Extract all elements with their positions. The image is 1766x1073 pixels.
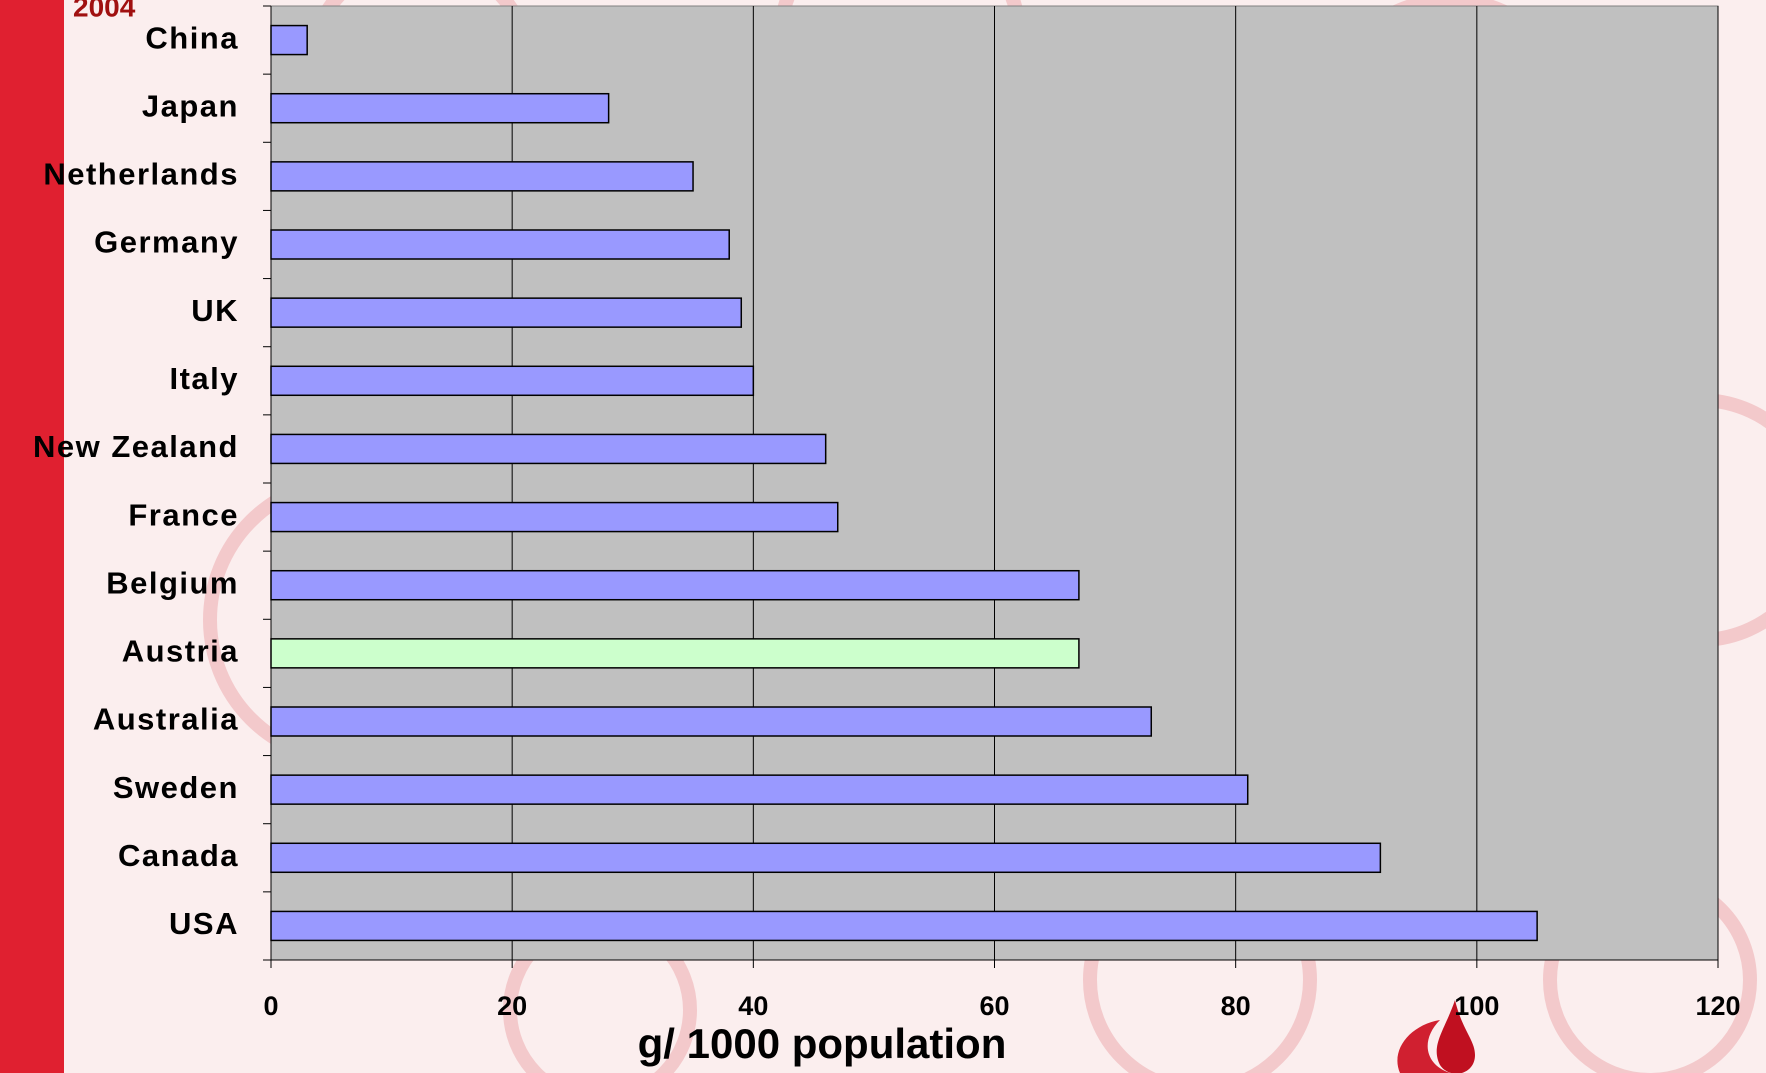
y-tick-label: Sweden xyxy=(113,770,239,805)
y-tick-label: Netherlands xyxy=(43,157,239,192)
chart-title: 2004 xyxy=(73,0,136,22)
y-tick-label: New Zealand xyxy=(33,429,239,464)
bar xyxy=(270,297,743,328)
y-tick-label: Belgium xyxy=(106,565,239,600)
x-tick-label: 60 xyxy=(979,991,1009,1021)
y-tick-label: Japan xyxy=(142,88,239,123)
y-tick-label: China xyxy=(145,20,239,55)
y-tick-label: Australia xyxy=(93,702,239,737)
x-tick-label: 0 xyxy=(263,991,278,1021)
bar xyxy=(270,24,308,56)
x-axis-label: g/ 1000 population xyxy=(638,1020,1007,1067)
y-tick-label: USA xyxy=(169,906,239,941)
logo xyxy=(1397,1020,1450,1073)
bar xyxy=(270,569,1080,601)
bar xyxy=(270,774,1249,805)
bar xyxy=(270,638,1080,669)
bar xyxy=(270,910,1538,942)
x-tick-label: 120 xyxy=(1695,991,1740,1021)
y-tick-label: Italy xyxy=(169,361,239,396)
y-tick-label: France xyxy=(128,497,239,532)
bar xyxy=(270,433,827,465)
y-tick-label: Germany xyxy=(94,225,239,260)
bar xyxy=(270,706,1153,737)
side-band xyxy=(0,0,64,1073)
x-tick-label: 80 xyxy=(1221,991,1251,1021)
bar xyxy=(270,229,730,260)
y-tick-label: Austria xyxy=(122,634,239,669)
y-tick-label: Canada xyxy=(118,838,239,873)
x-tick-label: 100 xyxy=(1454,991,1499,1021)
bar xyxy=(270,92,610,124)
bar xyxy=(270,161,694,192)
x-tick-label: 40 xyxy=(738,991,768,1021)
x-tick-label: 20 xyxy=(497,991,527,1021)
bar xyxy=(270,842,1382,874)
y-tick-label: UK xyxy=(191,293,239,328)
bar xyxy=(270,501,839,533)
logo-drop xyxy=(1436,1000,1475,1073)
bar xyxy=(270,365,755,397)
